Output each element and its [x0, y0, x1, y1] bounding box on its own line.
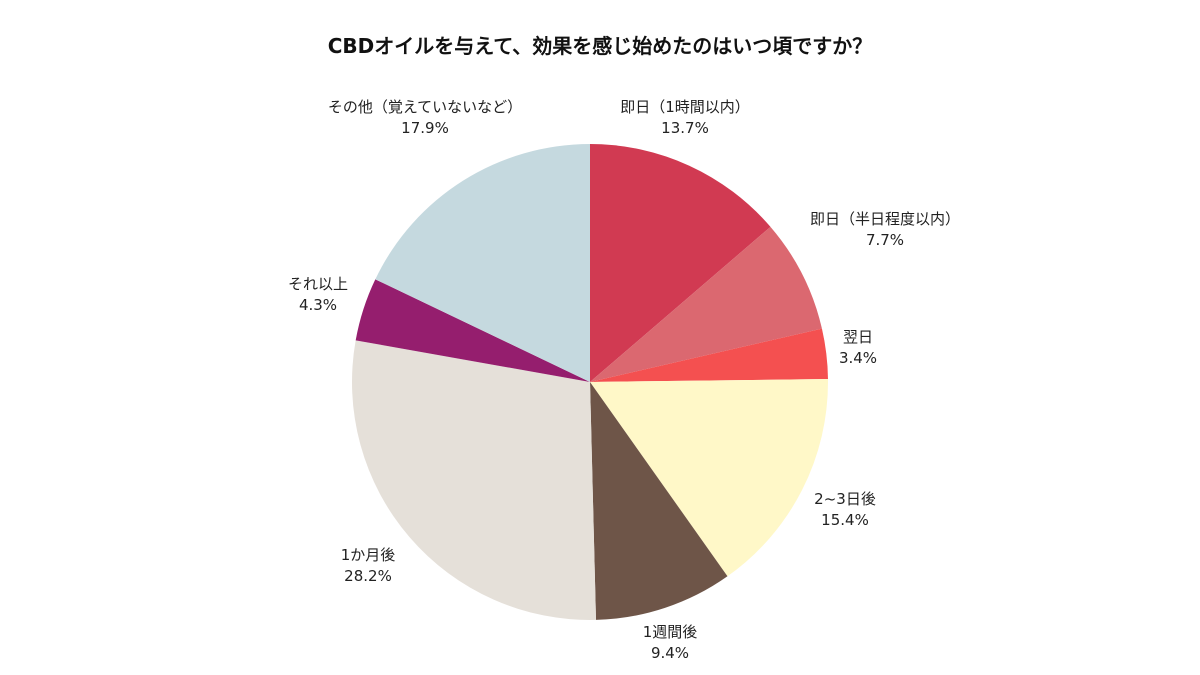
slice-label: それ以上 [288, 275, 348, 293]
pie-slice [355, 279, 590, 382]
chart-title: CBDオイルを与えて、効果を感じ始めたのはいつ頃ですか？ [327, 34, 873, 58]
pie-slice [375, 144, 590, 382]
pie-slice [590, 382, 728, 620]
pie-slice [590, 226, 822, 382]
pie-slice [351, 340, 596, 620]
slice-label: 1週間後 [643, 623, 698, 641]
slice-label: 即日（半日程度以内） [810, 210, 960, 228]
pie-slice [590, 144, 771, 382]
slice-value-label: 9.4% [651, 644, 689, 662]
slice-value-label: 28.2% [344, 567, 392, 585]
slice-value-label: 13.7% [661, 119, 709, 137]
slice-value-label: 17.9% [401, 119, 449, 137]
slice-label: 2~3日後 [814, 490, 876, 508]
slice-value-label: 15.4% [821, 511, 869, 529]
slice-label: 翌日 [843, 328, 873, 346]
slice-label: 即日（1時間以内） [620, 98, 750, 116]
pie-slice [590, 328, 828, 382]
slice-label: 1か月後 [341, 546, 396, 564]
slice-value-label: 7.7% [866, 231, 904, 249]
slice-value-label: 3.4% [839, 349, 877, 367]
slice-label: その他（覚えていないなど） [328, 98, 522, 116]
slice-value-label: 4.3% [299, 296, 337, 314]
pie-slice [590, 379, 828, 577]
